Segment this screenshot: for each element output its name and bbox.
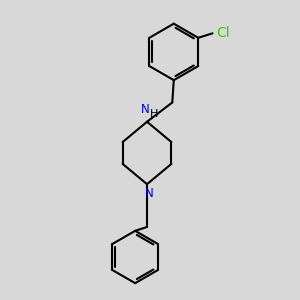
- Text: Cl: Cl: [216, 26, 230, 40]
- Text: N: N: [145, 187, 154, 200]
- Text: N: N: [141, 103, 150, 116]
- Text: H: H: [149, 110, 158, 119]
